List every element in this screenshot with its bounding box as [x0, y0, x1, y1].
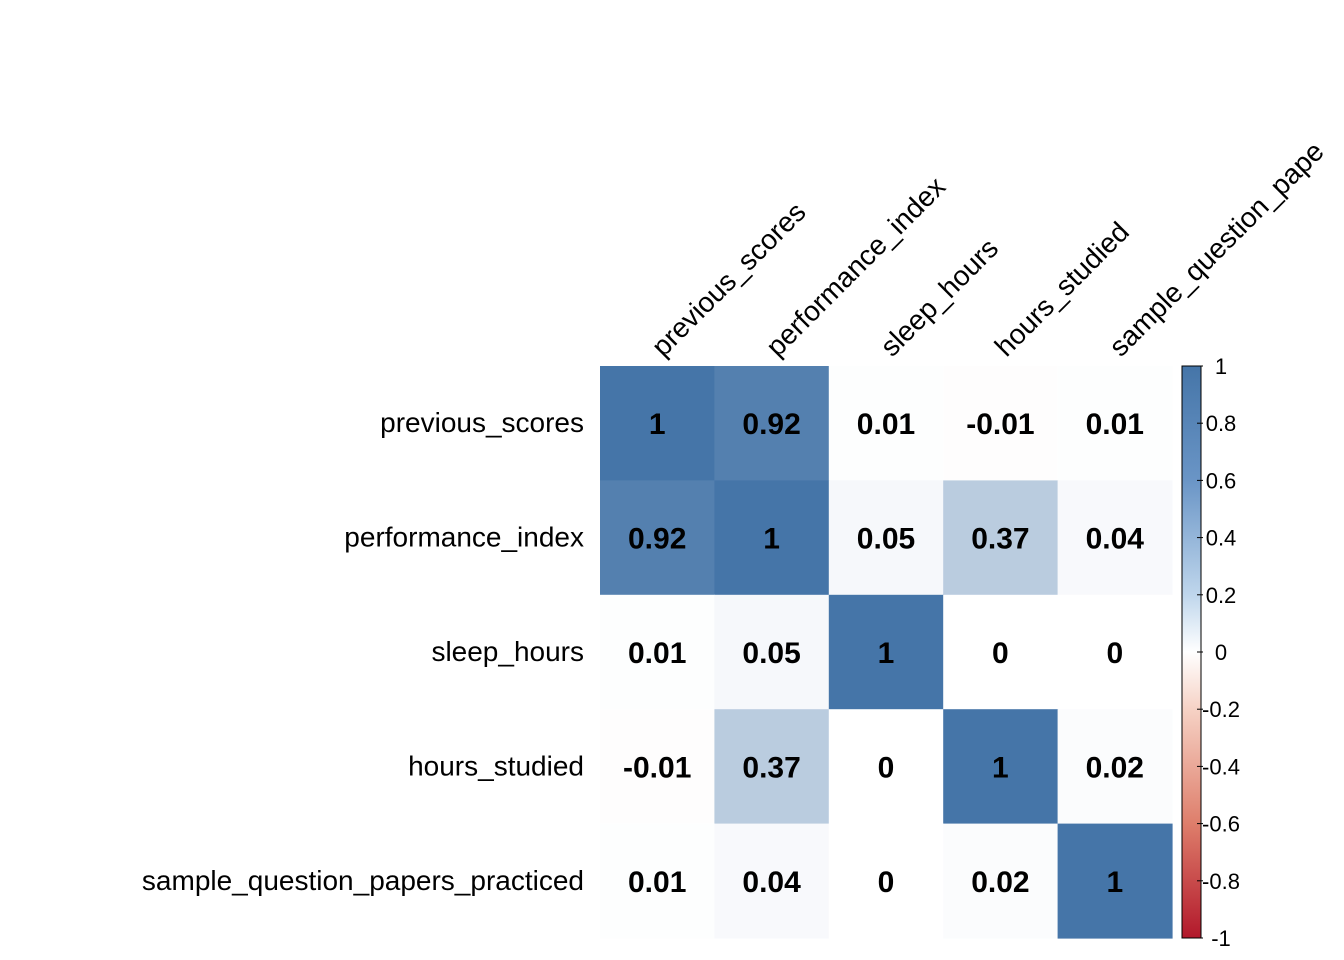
heatmap-cell: [600, 366, 715, 481]
cell-value-label: 0.02: [1086, 751, 1144, 784]
cell-value-label: 1: [763, 523, 780, 556]
cell-value-label: -0.01: [623, 751, 691, 784]
column-labels: previous_scoresperformance_indexsleep_ho…: [646, 136, 1330, 363]
heatmap-cell: [1057, 366, 1173, 481]
heatmap-cell: [600, 709, 715, 825]
color-legend: 1 0.8 0.6 0.4 0.2 0 -0.2 -0.4 -0.6 -0.8 -1: [1181, 354, 1240, 951]
heatmap-cell: [1057, 480, 1173, 596]
heatmap-cell: [943, 823, 1059, 939]
cell-value-label: 0.92: [628, 523, 686, 556]
cell-value-label: 0.37: [742, 751, 800, 784]
cell-value-label: 0.05: [742, 637, 800, 670]
legend-tick-label: 0.4: [1206, 526, 1237, 551]
cell-value-label: 0: [1106, 637, 1123, 670]
cell-value-label: 0.01: [857, 408, 915, 441]
legend-tick-label: 0.2: [1206, 583, 1237, 608]
heatmap-cell: [828, 709, 944, 825]
column-label: sample_question_pape: [1103, 136, 1330, 363]
legend-tick-label: -1: [1211, 926, 1231, 951]
cell-value-label: 0: [992, 637, 1009, 670]
row-label: hours_studied: [408, 750, 584, 781]
cell-value-label: 1: [649, 408, 666, 441]
cell-value-label: 1: [992, 751, 1009, 784]
heatmap-cell: [600, 823, 715, 939]
row-label: performance_index: [344, 522, 584, 553]
cell-value-label: 1: [878, 637, 895, 670]
heatmap-cell: [828, 366, 944, 481]
heatmap-cell: [600, 480, 715, 596]
cell-value-label: 0.92: [742, 408, 800, 441]
legend-tick-label: 0: [1215, 640, 1227, 665]
legend-tick-label: -0.4: [1202, 754, 1240, 779]
heatmap-cell: [714, 480, 830, 596]
heatmap-cell: [714, 366, 830, 481]
row-label: sleep_hours: [431, 636, 584, 667]
cell-value-label: 0.01: [1086, 408, 1144, 441]
heatmap-cells: [600, 366, 1173, 939]
cell-value-label: 0.37: [971, 523, 1029, 556]
column-label: sleep_hours: [874, 232, 1004, 362]
cell-value-label: -0.01: [966, 408, 1034, 441]
heatmap-cell: [1057, 823, 1173, 939]
legend-tick-label: -0.2: [1202, 697, 1240, 722]
legend-tick-label: -0.6: [1202, 812, 1240, 837]
heatmap-cell: [828, 823, 944, 939]
heatmap-cell: [1057, 594, 1173, 710]
legend-tick-label: 0.8: [1206, 411, 1237, 436]
heatmap-cell: [943, 480, 1059, 596]
cell-value-label: 0.04: [742, 866, 801, 899]
cell-value-label: 0.05: [857, 523, 915, 556]
cell-value-label: 0: [878, 751, 895, 784]
cell-value-label: 0.04: [1086, 523, 1145, 556]
row-label: previous_scores: [380, 407, 584, 438]
cell-value-label: 0: [878, 866, 895, 899]
heatmap-cell: [828, 594, 944, 710]
heatmap-cell: [943, 709, 1059, 825]
heatmap-cell: [943, 594, 1059, 710]
row-label: sample_question_papers_practiced: [142, 865, 584, 896]
heatmap-cell: [714, 594, 830, 710]
legend-tick-label: -0.8: [1202, 869, 1240, 894]
heatmap-cell: [828, 480, 944, 596]
cell-value-label: 0.01: [628, 637, 686, 670]
row-labels: previous_scores performance_index sleep_ho…: [142, 407, 584, 896]
heatmap-cell: [600, 594, 715, 710]
legend-tick-label: 0.6: [1206, 468, 1237, 493]
heatmap-cell: [943, 366, 1059, 481]
legend-tick-label: 1: [1215, 354, 1227, 379]
cell-value-label: 0.01: [628, 866, 686, 899]
cell-value-labels: 1 0.92 0.01 -0.01 0.01 0.92 1 0.05 0.37 0.04 0.01 0…: [623, 408, 1144, 899]
cell-value-label: 1: [1106, 866, 1123, 899]
heatmap-cell: [714, 709, 830, 825]
heatmap-cell: [714, 823, 830, 939]
heatmap-cell: [1057, 709, 1173, 825]
cell-value-label: 0.02: [971, 866, 1029, 899]
